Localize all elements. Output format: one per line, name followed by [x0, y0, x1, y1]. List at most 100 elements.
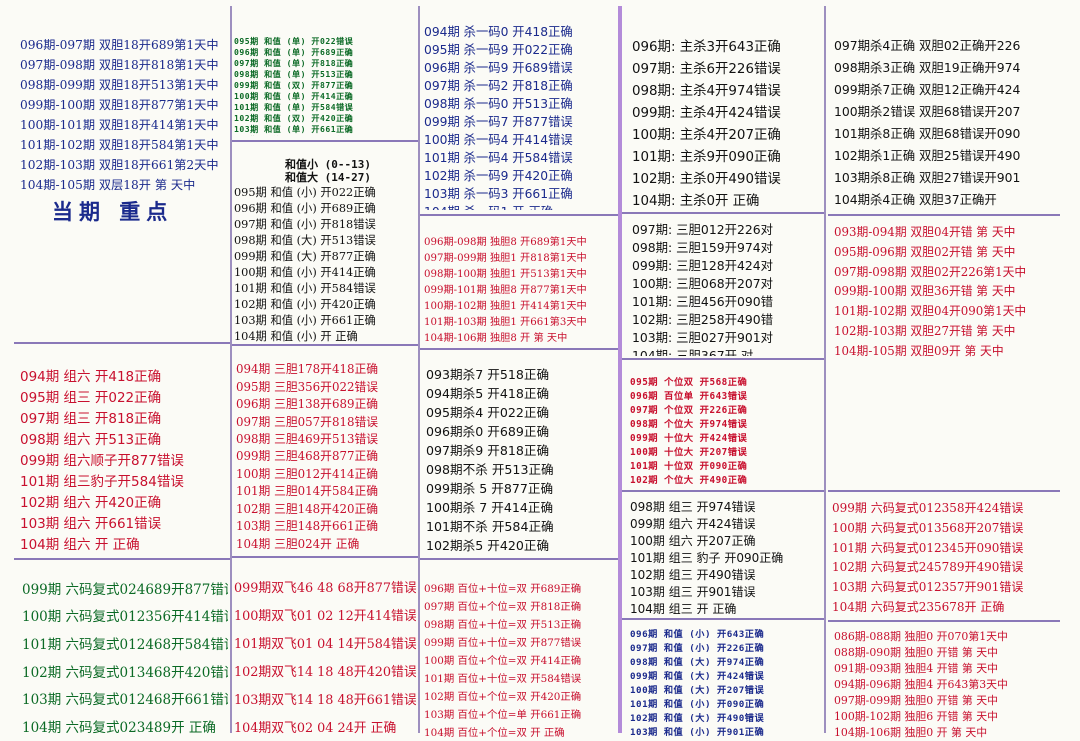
record-line: 095期 杀一码9 开022正确: [424, 43, 573, 57]
record-line: 099期双飞46 48 68开877错误: [234, 580, 416, 596]
rule-e3: [828, 620, 1060, 622]
panel-double-dan-18: 096期-097期 双胆18开689第1天中 097期-098期 双胆18开818…: [20, 34, 228, 194]
rule-c3: [420, 558, 618, 560]
record-line: 103期杀8正确 双胆27错误开901: [834, 170, 1021, 185]
record-line: 103期 和值 (小) 开901正确: [630, 727, 765, 738]
panel-sum-size: 095期 和值 (小) 开022正确 096期 和值 (小) 开689正确 097期…: [234, 184, 416, 342]
record-line: 098期 组三 开974错误: [630, 500, 756, 514]
record-line: 101期-102期 双胆18开584第1天中: [20, 138, 219, 152]
panel-kill-digit: 093期杀7 开518正确 094期杀5 开418正确 095期杀4 开022正确 0…: [426, 364, 616, 554]
record-line: 099期-100期 双胆36开错 第 天中: [834, 284, 1016, 299]
record-line: 101期 百位+十位=双 开584错误: [424, 672, 582, 685]
record-line: 099期 和值 (大) 开424错误: [630, 671, 765, 682]
record-line: 095期-096期 双胆02开错 第 天中: [834, 245, 1016, 260]
record-line: 103期 三胆148开661正确: [236, 519, 379, 534]
record-line: 099期杀 5 开877正确: [426, 481, 554, 496]
record-line: 095期 三胆356开022错误: [236, 379, 379, 394]
panel-double-dan-e: 093期-094期 双胆04开错 第 天中 095期-096期 双胆02开错 第 …: [834, 222, 1060, 360]
record-line: 099期 杀一码7 开877错误: [424, 115, 573, 129]
record-line: 100期-102期 独胆6 开错 第 天中: [834, 710, 999, 723]
record-line: 104期 六码复式023489开 正确: [22, 720, 216, 737]
record-line: 094期 三胆178开418正确: [236, 362, 379, 377]
record-line: 103期 六码复式012468开661错误: [22, 692, 228, 709]
record-line: 102期 六码复式245789开490错误: [832, 560, 1024, 575]
panel-position-sum: 096期 百位+十位=双 开689正确 097期 百位+个位=双 开818正确 09…: [424, 578, 616, 740]
record-line: 100期: 三胆068开207对: [632, 276, 774, 291]
record-line: 096期 和值 (小) 开643正确: [630, 629, 765, 640]
record-line: 102期 百位+个位=双 开420正确: [424, 690, 582, 703]
record-line: 104期 组三 开 正确: [630, 602, 737, 614]
record-line: 104期 六码复式235678开 正确: [832, 599, 1005, 614]
rule-a1: [14, 342, 230, 344]
rule-d1: [622, 212, 824, 214]
record-line: 086期-088期 独胆0 开070第1天中: [834, 630, 1008, 643]
record-line: 101期 三胆014开584正确: [236, 484, 379, 499]
record-line: 097期: 三胆012开226对: [632, 222, 774, 237]
divider-3: [618, 6, 622, 733]
panel-three-dan-d: 097期: 三胆012开226对 098期: 三胆159开974对 099期: 三胆…: [632, 220, 822, 356]
record-line: 102期 个位大 开490正确: [630, 475, 748, 484]
record-line: 100期 组六 开207正确: [630, 534, 756, 548]
sum-header-big: 和值大 (14-27): [285, 171, 371, 184]
record-line: 099期杀7正确 双胆12正确开424: [834, 82, 1021, 97]
record-line: 104期-105期 双层18开 第 天中: [20, 178, 196, 192]
record-line: 101期 组三豹子开584错误: [20, 474, 184, 491]
rule-c1: [420, 214, 618, 216]
record-line: 099期 组六顺子开877错误: [20, 452, 184, 469]
record-line: 095期 组三 开022正确: [20, 389, 162, 406]
record-line: 096期 三胆138开689正确: [236, 397, 379, 412]
record-line: 103期 百位+个位=单 开661正确: [424, 708, 582, 721]
record-line: 104期 和值 (小) 开 正确: [234, 330, 358, 342]
record-line: 103期: 三胆027开901对: [632, 330, 774, 345]
record-line: 099期: 主杀4开424错误: [632, 106, 781, 121]
record-line: 103期 和值 (单) 开661正确: [234, 124, 354, 134]
sum-header: 和值小 (0--13) 和值大 (14-27): [248, 158, 408, 184]
record-line: 094期 组六 开418正确: [20, 368, 162, 385]
record-line: 091期-093期 独胆4 开错 第 天中: [834, 662, 999, 675]
record-line: 102期-103期 双胆27开错 第 天中: [834, 323, 1016, 338]
divider-4: [824, 6, 826, 733]
record-line: 104期 杀一码1 开 正确: [424, 202, 616, 210]
record-line: 098期 百位+十位=双 开513正确: [424, 618, 582, 631]
record-line: 099期 三胆468开877正确: [236, 449, 379, 464]
record-line: 102期 组六 开420正确: [20, 495, 162, 512]
record-line: 100期 和值 (单) 开414正确: [234, 91, 354, 101]
record-line: 103期 组三 开901错误: [630, 585, 756, 599]
record-line: 102期: 主杀0开490错误: [632, 172, 781, 187]
record-line: 099期 百位+十位=双 开877错误: [424, 636, 582, 649]
panel-three-dan: 094期 三胆178开418正确 095期 三胆356开022错误 096期 三胆1…: [236, 360, 416, 552]
record-line: 097期 三胆057开818错误: [236, 414, 379, 429]
panel-single-dan: 096期-098期 独胆8 开689第1天中 097期-099期 独胆1 开818…: [424, 232, 616, 344]
record-line: 100期 和值 (大) 开207错误: [630, 685, 765, 696]
record-line: 103期 六码复式012357开901错误: [832, 579, 1024, 594]
record-line: 096期 和值 (小) 开689正确: [234, 202, 376, 215]
record-line: 103期 杀一码3 开661正确: [424, 187, 573, 201]
record-line: 096期 百位单 开643错误: [630, 391, 748, 402]
record-line: 101期杀8正确 双胆68错误开090: [834, 126, 1021, 141]
record-line: 099期 六码复式012358开424错误: [832, 501, 1024, 516]
record-line: 094期 杀一码0 开418正确: [424, 25, 573, 39]
record-line: 098期-100期 独胆1 开513第1天中: [424, 268, 587, 280]
record-line: 098期不杀 开513正确: [426, 462, 554, 477]
record-line: 099期-101期 独胆8 开877第1天中: [424, 284, 587, 296]
record-line: 100期 百位+个位=双 开414正确: [424, 654, 582, 667]
record-line: 094期-096期 独胆4 开643第3天中: [834, 678, 1008, 691]
record-line: 097期 个位双 开226正确: [630, 405, 748, 416]
record-line: 101期: 主杀9开090正确: [632, 150, 781, 165]
record-line: 102期: 三胆258开490错: [632, 312, 774, 327]
record-line: 099期: 三胆128开424对: [632, 258, 774, 273]
record-line: 095期杀4 开022正确: [426, 405, 550, 420]
record-line: 098期-099期 双胆18开513第1天中: [20, 78, 219, 92]
record-line: 098期 和值 (单) 开513正确: [234, 69, 354, 79]
record-line: 088期-090期 独胆0 开错 第 天中: [834, 646, 999, 659]
record-line: 098期 和值 (大) 开974正确: [630, 657, 765, 668]
record-line: 102期 和值 (双) 开420正确: [234, 113, 354, 123]
rule-b2: [232, 344, 418, 346]
panel-single-dan-e: 086期-088期 独胆0 开070第1天中 088期-090期 独胆0 开错 第…: [834, 628, 1060, 738]
record-line: 098期 个位大 开974错误: [630, 419, 748, 430]
record-line: 094期杀5 开418正确: [426, 386, 550, 401]
record-line: 104期 三胆024开 正确: [236, 536, 360, 551]
record-line: 104期-105期 双胆09开 第 天中: [834, 343, 1004, 358]
record-line: 096期-097期 双胆18开689第1天中: [20, 38, 219, 52]
record-line: 100期 十位大 开207错误: [630, 447, 748, 458]
